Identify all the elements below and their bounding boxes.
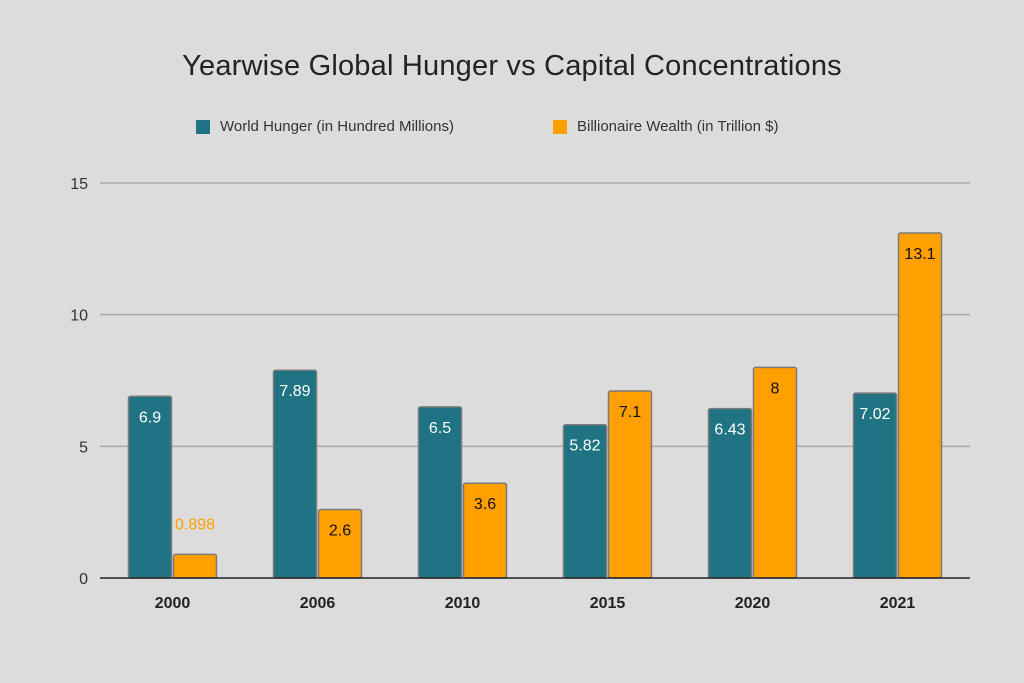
data-label-world-hunger-2010: 6.5 xyxy=(429,420,451,437)
data-label-billionaire-wealth-2006: 2.6 xyxy=(329,523,351,540)
data-label-world-hunger-2020: 6.43 xyxy=(714,422,745,439)
y-tick-label-0: 0 xyxy=(79,571,88,588)
bar-billionaire-wealth-2006 xyxy=(317,508,363,579)
y-tick-label-5: 5 xyxy=(79,439,88,456)
bar-billionaire-wealth-2000 xyxy=(172,553,218,579)
y-tick-label-15: 15 xyxy=(70,176,88,193)
legend-swatch-world-hunger xyxy=(196,119,210,134)
x-tick-label-2010: 2010 xyxy=(445,595,481,612)
data-label-billionaire-wealth-2015: 7.1 xyxy=(619,404,641,421)
data-label-world-hunger-2021: 7.02 xyxy=(859,406,890,423)
data-label-world-hunger-2015: 5.82 xyxy=(569,438,600,455)
bar-billionaire-wealth-2020 xyxy=(752,366,798,579)
legend: World Hunger (in Hundred Millions) Billi… xyxy=(0,118,1024,140)
x-tick-label-2006: 2006 xyxy=(300,595,336,612)
data-label-billionaire-wealth-2021: 13.1 xyxy=(904,246,935,263)
data-label-world-hunger-2000: 6.9 xyxy=(139,409,161,426)
data-label-world-hunger-2006: 7.89 xyxy=(279,383,310,400)
bar-world-hunger-2006 xyxy=(272,369,318,579)
data-label-billionaire-wealth-2000: 0.898 xyxy=(175,516,215,533)
x-tick-label-2000: 2000 xyxy=(155,595,191,612)
x-tick-label-2020: 2020 xyxy=(735,595,771,612)
y-tick-label-10: 10 xyxy=(70,308,88,325)
legend-item-world-hunger: World Hunger (in Hundred Millions) xyxy=(196,118,454,135)
legend-item-billionaire-wealth: Billionaire Wealth (in Trillion $) xyxy=(553,118,778,135)
data-label-billionaire-wealth-2020: 8 xyxy=(771,380,780,397)
legend-label-billionaire-wealth: Billionaire Wealth (in Trillion $) xyxy=(577,118,779,135)
x-tick-label-2015: 2015 xyxy=(590,595,626,612)
bar-billionaire-wealth-2021 xyxy=(897,232,943,579)
legend-label-world-hunger: World Hunger (in Hundred Millions) xyxy=(220,118,454,135)
x-tick-label-2021: 2021 xyxy=(880,595,916,612)
chart-title: Yearwise Global Hunger vs Capital Concen… xyxy=(182,50,842,82)
data-label-billionaire-wealth-2010: 3.6 xyxy=(474,496,496,513)
legend-swatch-billionaire-wealth xyxy=(553,119,567,134)
